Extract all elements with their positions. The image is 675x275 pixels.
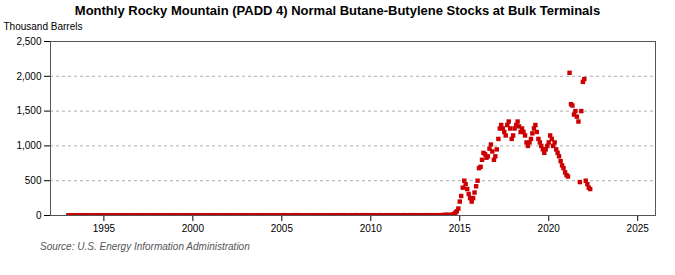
svg-text:2005: 2005 bbox=[271, 223, 294, 234]
svg-text:0: 0 bbox=[36, 210, 42, 221]
svg-text:2025: 2025 bbox=[627, 223, 650, 234]
svg-text:Thousand Barrels: Thousand Barrels bbox=[4, 21, 83, 32]
svg-text:1,000: 1,000 bbox=[16, 140, 41, 151]
html-text:Monthly Rocky Mountain (PADD 4: Monthly Rocky Mountain (PADD 4) Normal B… bbox=[74, 3, 601, 18]
svg-text:2010: 2010 bbox=[360, 223, 383, 234]
html-text:Source: U.S. Energy Informatio: Source: U.S. Energy Information Administ… bbox=[40, 241, 250, 252]
svg-text:2020: 2020 bbox=[538, 223, 561, 234]
svg-text:1,500: 1,500 bbox=[16, 105, 41, 116]
svg-text:2,000: 2,000 bbox=[16, 71, 41, 82]
svg-text:2,500: 2,500 bbox=[16, 36, 41, 47]
svg-text:500: 500 bbox=[25, 175, 42, 186]
svg-text:2015: 2015 bbox=[449, 223, 472, 234]
svg-text:1995: 1995 bbox=[93, 223, 116, 234]
svg-text:2000: 2000 bbox=[182, 223, 205, 234]
